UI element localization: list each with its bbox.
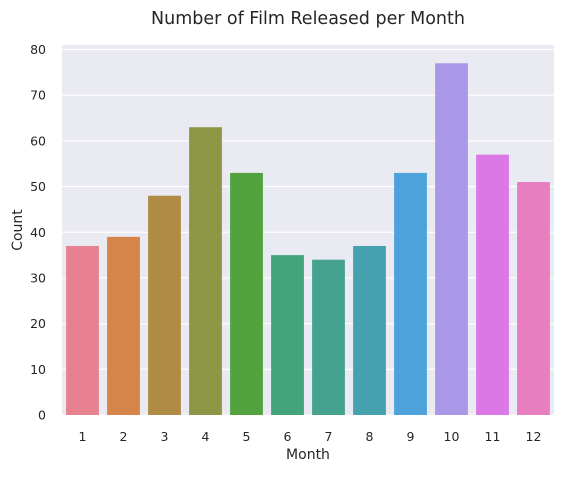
y-tick-label: 30	[30, 270, 46, 285]
x-tick-label: 11	[485, 429, 501, 444]
y-tick-label: 80	[30, 42, 46, 57]
y-tick-label: 20	[30, 316, 46, 331]
x-tick-label: 9	[407, 429, 415, 444]
bar-month-12	[517, 182, 550, 415]
x-tick-label: 8	[366, 429, 374, 444]
x-tick-label: 12	[526, 429, 542, 444]
x-tick-label: 2	[120, 429, 128, 444]
chart-title: Number of Film Released per Month	[151, 9, 465, 29]
bars	[66, 63, 550, 415]
bar-month-1	[66, 245, 99, 415]
x-tick-label: 1	[79, 429, 87, 444]
y-tick-label: 60	[30, 133, 46, 148]
y-tick-label: 70	[30, 88, 46, 103]
bar-month-6	[271, 255, 304, 415]
x-tick-label: 10	[444, 429, 460, 444]
y-axis-label: Count	[10, 209, 26, 251]
y-tick-label: 0	[38, 408, 46, 423]
y-tick-label: 50	[30, 179, 46, 194]
x-tick-label: 7	[325, 429, 333, 444]
bar-month-11	[476, 154, 509, 415]
bar-month-2	[107, 236, 140, 415]
x-tick-label: 5	[243, 429, 251, 444]
x-tick-labels: 1 2 3 4 5 6 7 8 9 10 11 12	[79, 429, 542, 444]
bar-month-10	[435, 63, 468, 415]
bar-month-3	[148, 195, 181, 415]
y-tick-labels: 0 10 20 30 40 50 60 70 80	[30, 42, 46, 422]
x-tick-label: 3	[161, 429, 169, 444]
y-tick-label: 10	[30, 362, 46, 377]
bar-month-8	[353, 245, 386, 415]
bar-month-9	[394, 172, 427, 415]
bar-month-4	[189, 127, 222, 415]
plot-background	[62, 45, 554, 415]
y-tick-label: 40	[30, 225, 46, 240]
bar-month-7	[312, 259, 345, 415]
bar-month-5	[230, 172, 263, 415]
grid-lines	[62, 49, 554, 416]
x-tick-label: 4	[202, 429, 210, 444]
x-tick-label: 6	[284, 429, 292, 444]
x-axis-label: Month	[286, 447, 330, 463]
